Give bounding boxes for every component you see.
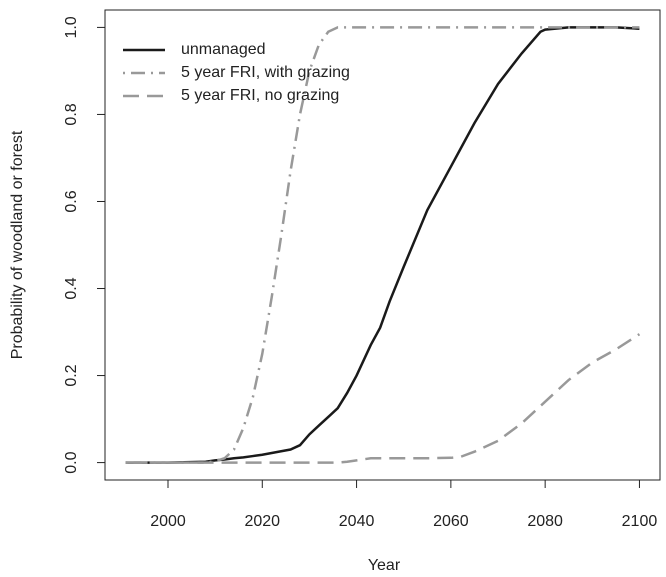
y-tick-label: 0.6	[63, 190, 80, 212]
series-line	[125, 26, 640, 464]
y-tick-label: 0.8	[63, 103, 80, 125]
series-line	[125, 26, 640, 464]
x-tick-label: 2060	[433, 513, 469, 530]
legend-label: unmanaged	[181, 41, 266, 58]
y-tick-label: 0.2	[63, 364, 80, 386]
x-tick-label: 2040	[339, 513, 375, 530]
y-tick-label: 1.0	[63, 16, 80, 38]
x-tick-label: 2080	[527, 513, 563, 530]
x-tick-label: 2020	[244, 513, 280, 530]
x-axis-label: Year	[368, 557, 401, 574]
y-axis-label: Probability of woodland or forest	[9, 130, 26, 359]
legend-label: 5 year FRI, no grazing	[181, 87, 339, 104]
y-tick-label: 0.4	[63, 277, 80, 299]
x-tick-label: 2100	[622, 513, 658, 530]
legend-label: 5 year FRI, with grazing	[181, 64, 350, 81]
y-tick-label: 0.0	[63, 451, 80, 473]
x-tick-label: 2000	[150, 513, 186, 530]
series-line	[125, 333, 641, 464]
